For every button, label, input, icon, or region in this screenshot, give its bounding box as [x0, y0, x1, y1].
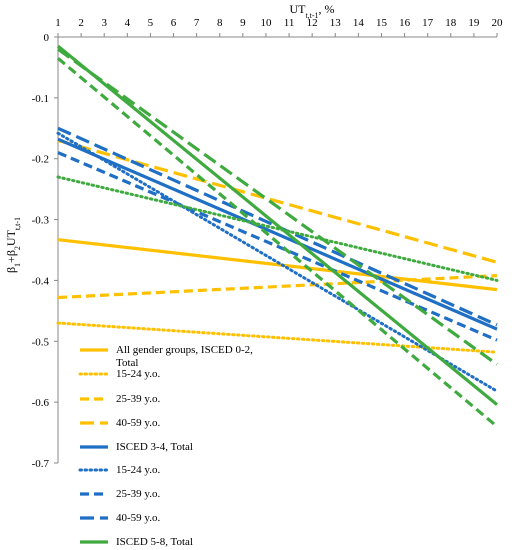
x-tick-label: 5 — [148, 17, 154, 29]
legend-label-1: Total — [116, 357, 138, 369]
legend-label-3: 25-39 y.o. — [116, 393, 160, 405]
series-line-5 — [57, 137, 498, 331]
series-line-3 — [57, 274, 498, 300]
x-tick-label: 12 — [307, 17, 318, 29]
x-axis-title-main: UT — [289, 2, 306, 16]
x-axis-title: UTt,t-1, % — [289, 2, 334, 20]
x-tick-label: 15 — [376, 17, 388, 29]
series-line-12 — [57, 47, 498, 366]
series-line-1 — [57, 238, 498, 292]
x-tick-label: 6 — [171, 17, 177, 29]
y-axis-ticks: 0 -0.1 -0.2 -0.3 -0.4 -0.5 -0.6 -0.7 — [32, 32, 58, 470]
y-tick-label: -0.3 — [32, 215, 50, 227]
legend-label-5: ISCED 3-4, Total — [116, 441, 193, 453]
series-line-4 — [57, 138, 498, 264]
series-line-9 — [56, 44, 499, 406]
x-tick-label: 8 — [217, 17, 223, 29]
legend-label-7: 25-39 y.o. — [116, 488, 160, 500]
series-lines — [56, 44, 499, 428]
series-line-6 — [56, 131, 499, 393]
x-axis-title-unit: , % — [319, 2, 335, 16]
x-tick-label: 9 — [240, 17, 246, 29]
legend: All gender groups, ISCED 0-2,Total15-24 … — [78, 344, 253, 548]
series-line-7 — [57, 151, 498, 342]
y-tick-label: -0.6 — [32, 397, 50, 409]
x-tick-label: 13 — [330, 17, 342, 29]
x-tick-label: 1 — [55, 17, 61, 29]
series-line-10 — [56, 175, 499, 282]
legend-label-4: 40-59 y.o. — [116, 417, 160, 429]
x-axis-ticks: 1 2 3 4 5 6 7 8 9 10 11 12 13 14 15 16 17 18 19 20 — [55, 17, 503, 37]
x-tick-label: 18 — [445, 17, 457, 29]
x-tick-label: 16 — [399, 17, 411, 29]
x-tick-label: 4 — [125, 17, 131, 29]
y-tick-label: -0.2 — [32, 154, 49, 166]
x-tick-label: 2 — [78, 17, 84, 29]
legend-label-1: All gender groups, ISCED 0-2, — [116, 344, 253, 356]
legend-label-2: 15-24 y.o. — [116, 368, 160, 380]
x-tick-label: 20 — [492, 17, 504, 29]
legend-label-9: ISCED 5-8, Total — [116, 536, 193, 548]
y-tick-label: 0 — [44, 32, 50, 44]
x-tick-label: 17 — [422, 17, 434, 29]
x-tick-label: 7 — [194, 17, 200, 29]
x-tick-label: 3 — [101, 17, 107, 29]
x-tick-label: 10 — [260, 17, 272, 29]
y-tick-label: -0.7 — [32, 458, 50, 470]
y-tick-label: -0.5 — [32, 336, 50, 348]
x-tick-label: 11 — [284, 17, 295, 29]
legend-label-8: 40-59 y.o. — [116, 512, 160, 524]
axes — [57, 36, 497, 463]
legend-label-6: 15-24 y.o. — [116, 464, 160, 476]
series-line-11 — [56, 57, 499, 428]
x-axis-title-sub: t,t-1 — [305, 11, 318, 20]
x-tick-label: 14 — [353, 17, 365, 29]
y-tick-label: -0.4 — [32, 275, 50, 287]
y-tick-label: -0.1 — [32, 93, 49, 105]
x-tick-label: 19 — [468, 17, 480, 29]
y-axis-title: β1+β2UTt,t-1 — [4, 217, 22, 273]
